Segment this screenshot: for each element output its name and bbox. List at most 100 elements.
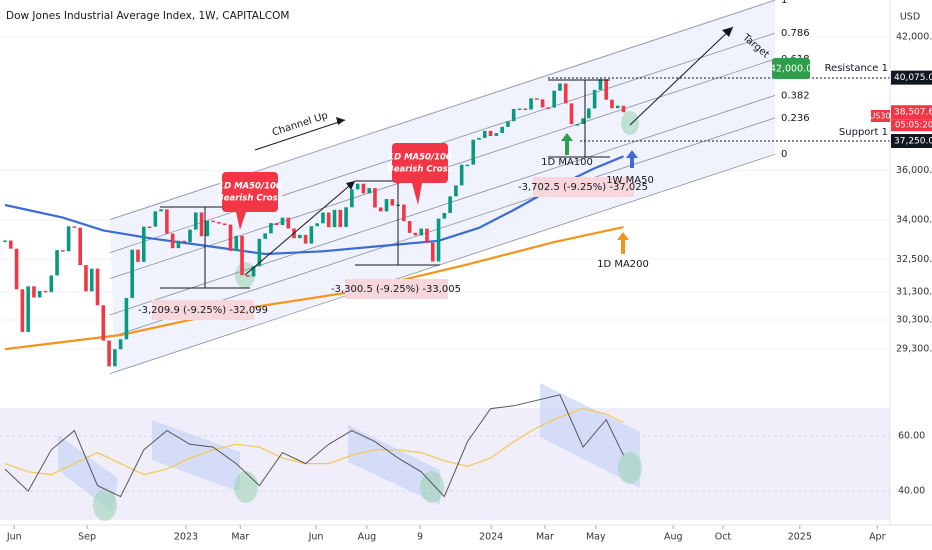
candle (482, 130, 487, 138)
candle (361, 183, 366, 194)
price-tag-label: 38,507.6 (894, 108, 932, 118)
x-tick-label: 2024 (479, 532, 503, 543)
fib-label: 0 (781, 149, 787, 160)
candle (367, 188, 371, 194)
candle (355, 183, 360, 190)
measure-lines (160, 26, 734, 289)
candle (315, 223, 319, 227)
candle (436, 218, 441, 262)
candle (234, 235, 239, 251)
measure-label: -3,702.5 (-9.25%) -37,025 (518, 182, 648, 193)
candle (621, 105, 626, 113)
candle (211, 220, 215, 223)
target-price: 42,000.0 (770, 64, 812, 75)
candle (338, 209, 343, 227)
y-tick-label: 36,000.0 (896, 165, 932, 176)
candle (535, 98, 539, 100)
candle (199, 212, 204, 237)
ma100-arrow (561, 133, 573, 155)
x-tick-label: Apr (869, 532, 886, 543)
candle (615, 105, 620, 109)
x-tick-label: Aug (358, 532, 377, 543)
candle (309, 226, 314, 244)
callout (222, 172, 278, 212)
callout-text: 1D MA50/100 (218, 182, 282, 192)
fib-line (109, 0, 776, 221)
rsi-tick-label: 40.00 (898, 486, 925, 497)
candle (494, 133, 499, 137)
target-box (772, 58, 810, 79)
candle (228, 224, 233, 251)
x-tick-label: May (586, 532, 606, 543)
rsi-low-marker (234, 471, 258, 503)
candle (390, 199, 395, 206)
candle (72, 226, 77, 228)
support-label: Support 1 (839, 127, 888, 138)
price-tag (891, 134, 932, 149)
countdown-box (891, 119, 932, 132)
candle (298, 234, 302, 239)
candle (89, 268, 94, 292)
candle (517, 108, 522, 111)
rsi-channel (540, 383, 640, 488)
candle (32, 286, 36, 298)
measure-label: -3,300.5 (-9.25%) -33,005 (331, 284, 461, 295)
symbol: US30 (869, 112, 890, 121)
x-tick-label: Oct (715, 532, 732, 543)
candle (511, 108, 516, 122)
candle (454, 185, 458, 197)
y-tick-label: 31,300.0 (896, 286, 932, 297)
y-tick-label: 32,500.0 (896, 254, 932, 265)
candle (130, 249, 134, 298)
candle (95, 268, 100, 306)
candle (506, 121, 510, 127)
ma200-arrow (617, 232, 629, 254)
candle (124, 297, 129, 340)
candle (581, 118, 585, 125)
candle (448, 196, 452, 213)
price-tag (891, 105, 932, 120)
ma200-label: 1D MA200 (597, 259, 649, 270)
rsi-low-marker (420, 471, 444, 503)
rsi-tick-label: 60.00 (898, 431, 925, 442)
symbol-box (871, 110, 890, 122)
candle (240, 235, 244, 276)
arrow-head (336, 117, 345, 125)
arrow-head (346, 181, 355, 190)
candle (384, 199, 389, 212)
x-tick-label: Jun (6, 532, 22, 543)
chart-title: Dow Jones Industrial Average Index, 1W, … (6, 10, 289, 22)
candle (165, 209, 169, 234)
candle (9, 240, 13, 249)
fib-label: 0.236 (781, 113, 810, 124)
callout-text: Bearish Cross (217, 194, 283, 204)
candle (14, 248, 19, 290)
candle (523, 108, 528, 111)
candle (188, 229, 192, 243)
candle (321, 212, 325, 224)
candle (26, 286, 30, 332)
rsi-line (4, 394, 624, 498)
candle (425, 228, 429, 243)
candle (222, 223, 227, 226)
candle (205, 220, 210, 237)
candle (604, 79, 608, 100)
fib-line (109, 32, 776, 253)
candle (610, 99, 614, 109)
candle (413, 232, 418, 236)
candle (546, 107, 551, 109)
measure-label: -3,209.9 (-9.25%) -32,099 (138, 305, 268, 316)
fib-label: 0.786 (781, 28, 810, 39)
candle (176, 240, 181, 249)
candle (118, 339, 123, 350)
candle (407, 221, 412, 233)
callout-pointer (236, 212, 246, 230)
candle (477, 137, 481, 140)
candle (569, 103, 574, 125)
axis-layer: 42,000.0 36,000.0 34,000.0 32,500.0 31,300.0… (6, 31, 932, 543)
candle (20, 289, 25, 332)
candle (575, 124, 580, 126)
x-tick-label: 2025 (788, 532, 812, 543)
candle (558, 83, 562, 91)
